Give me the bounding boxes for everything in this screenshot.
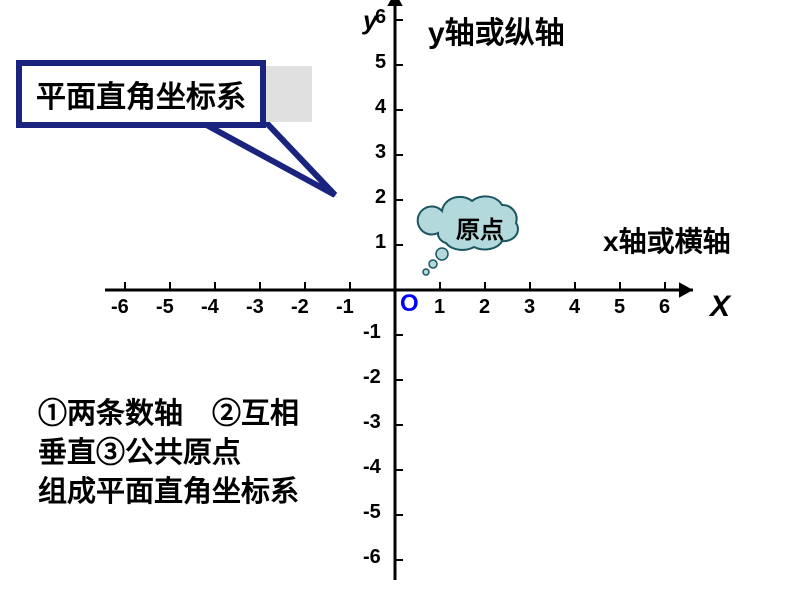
y-tick-label: 1 bbox=[375, 231, 386, 254]
y-tick-label: -6 bbox=[363, 546, 381, 569]
bottom-line-3: 组成平面直角坐标系 bbox=[38, 473, 299, 512]
bottom-description: ①两条数轴 ②互相 垂直③公共原点 组成平面直角坐标系 bbox=[38, 395, 299, 512]
x-tick-label: -1 bbox=[336, 296, 354, 319]
y-tick-label: -4 bbox=[363, 456, 381, 479]
x-axis-title: x轴或横轴 bbox=[603, 220, 731, 260]
x-tick-label: 4 bbox=[569, 296, 580, 319]
y-tick-label: 4 bbox=[375, 96, 386, 119]
x-tick-label: -4 bbox=[201, 296, 219, 319]
x-tick-label: -3 bbox=[246, 296, 264, 319]
y-tick-label: 3 bbox=[375, 141, 386, 164]
y-tick-label: -1 bbox=[363, 321, 381, 344]
bottom-line-1: ①两条数轴 ②互相 bbox=[38, 395, 299, 434]
y-tick-label: -2 bbox=[363, 366, 381, 389]
y-tick-label: 5 bbox=[375, 51, 386, 74]
y-axis-title: y轴或纵轴 bbox=[428, 8, 565, 52]
x-tick-label: 1 bbox=[434, 296, 445, 319]
x-axis-letter: X bbox=[710, 290, 730, 324]
x-tick-label: 6 bbox=[659, 296, 670, 319]
y-tick-label: -5 bbox=[363, 501, 381, 524]
y-tick-label: 6 bbox=[375, 6, 386, 29]
x-tick-label: -5 bbox=[156, 296, 174, 319]
callout-text: 平面直角坐标系 bbox=[36, 81, 246, 114]
bottom-line-2: 垂直③公共原点 bbox=[38, 434, 299, 473]
y-tick-label: -3 bbox=[363, 411, 381, 434]
x-tick-label: 2 bbox=[479, 296, 490, 319]
y-tick-label: 2 bbox=[375, 186, 386, 209]
cloud-label: 原点 bbox=[456, 210, 504, 245]
x-tick-label: -2 bbox=[291, 296, 309, 319]
x-tick-label: -6 bbox=[111, 296, 129, 319]
x-tick-label: 5 bbox=[614, 296, 625, 319]
origin-label: O bbox=[400, 290, 419, 318]
callout-box: 平面直角坐标系 bbox=[16, 60, 266, 128]
x-tick-label: 3 bbox=[524, 296, 535, 319]
